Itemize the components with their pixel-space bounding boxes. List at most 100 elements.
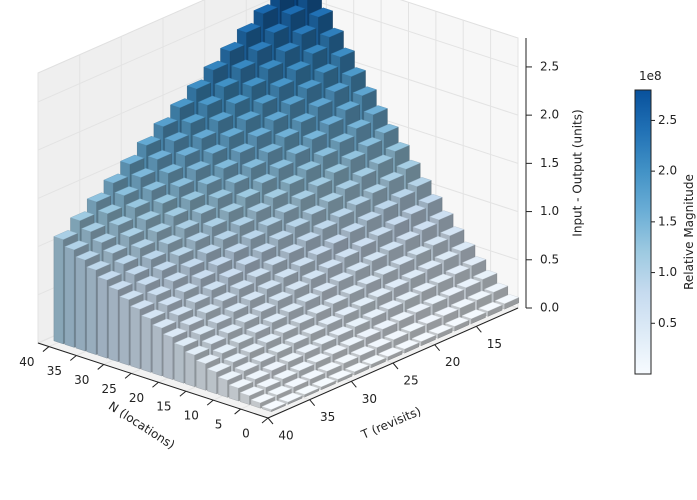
bar	[261, 400, 287, 413]
bar-face-front	[64, 246, 75, 348]
bar-face-top	[278, 392, 303, 403]
bar-face-top	[346, 195, 371, 206]
bar-face-top	[212, 291, 238, 302]
bar-face-top	[234, 361, 259, 372]
bar-face-top	[379, 241, 404, 251]
bar-face-top	[140, 309, 166, 320]
bar-face-top	[275, 42, 300, 53]
n-tick-label: 5	[215, 418, 223, 432]
bar-face-top	[206, 362, 232, 373]
bar-face-top	[373, 265, 398, 275]
bar-face-top	[269, 77, 295, 88]
n-tick-label: 35	[47, 364, 62, 378]
bar-face-top	[319, 115, 344, 126]
bar-face-top	[300, 369, 326, 380]
bar-face-top	[319, 27, 345, 38]
bar-face-top	[169, 246, 194, 257]
bar-face-top	[264, 23, 289, 34]
bar-face-top	[274, 128, 300, 138]
bar-face-top	[329, 271, 354, 282]
bar-face-top	[406, 245, 432, 256]
bar-face-top	[97, 204, 123, 214]
n-tick-mark	[97, 364, 105, 370]
bar-face-top	[108, 280, 133, 291]
bar-face-top	[289, 361, 315, 372]
bar-face-top	[256, 333, 282, 344]
bar-face-top	[213, 230, 238, 241]
bar-face-top	[185, 293, 210, 304]
bar-face-top	[278, 352, 304, 363]
bar-face-top	[64, 240, 89, 251]
bar-face-top	[197, 95, 223, 106]
bar-face-top	[483, 282, 509, 293]
bar-face-top	[190, 325, 216, 336]
colorbar-tick-label: 2.0	[658, 164, 677, 178]
bar-face-top	[273, 323, 298, 334]
bar-face-top	[333, 353, 359, 364]
bar-face-top	[152, 194, 178, 204]
bar-face-top	[201, 334, 227, 345]
bar-face-top	[247, 41, 273, 52]
bar-face-top	[125, 198, 150, 209]
bar-face-top	[291, 24, 317, 35]
bar-face-top	[152, 261, 177, 271]
bar-face-top	[239, 386, 265, 396]
bar-face-top	[328, 326, 354, 336]
bar-face-top	[494, 294, 520, 304]
bar-face-top	[322, 344, 348, 355]
bar-face-front	[130, 306, 141, 370]
bar-face-top	[379, 171, 405, 182]
bar-face-top	[113, 254, 139, 265]
bar-face-top	[202, 144, 228, 154]
bar-face-top	[295, 292, 321, 303]
bar-face-top	[108, 215, 134, 226]
bar-face-top	[191, 204, 217, 215]
bar-face-front	[185, 351, 195, 387]
bar-face-top	[257, 216, 283, 227]
bar-face-top	[367, 287, 393, 298]
bar-face-top	[186, 160, 211, 171]
bar-face-top	[153, 117, 178, 127]
bar-face-top	[136, 210, 161, 221]
bar-face-top	[201, 280, 227, 291]
bar-face-top	[290, 256, 316, 267]
bar-face-top	[252, 173, 277, 184]
bar-face-top	[306, 304, 332, 314]
colorbar-scale-label: 1e8	[639, 69, 662, 83]
bar-face-top	[241, 77, 267, 87]
bar-face-top	[203, 60, 228, 71]
bar-face-top	[346, 119, 372, 129]
bar-face-top	[296, 231, 321, 242]
bar-face-front	[196, 360, 206, 391]
bar-face-top	[246, 202, 272, 213]
n-tick-mark	[179, 390, 187, 397]
z-tick-label: 1.5	[540, 156, 559, 170]
bar	[278, 392, 303, 405]
bar-face-top	[197, 175, 222, 185]
z-tick-label: 1.0	[540, 204, 559, 218]
bar-face-top	[312, 219, 338, 230]
bar-face-top	[130, 238, 156, 249]
bar-face-top	[444, 316, 470, 327]
bar-face-top	[196, 244, 222, 254]
bar-face-top	[285, 217, 310, 228]
bar-face-top	[389, 255, 415, 266]
bar-face-top	[208, 189, 233, 199]
bar-face-top	[147, 222, 172, 233]
colorbar-tick-label: 1.0	[658, 265, 677, 279]
n-tick-mark	[152, 381, 159, 388]
bar-face-top	[423, 235, 448, 246]
bar-face-top	[395, 230, 421, 241]
bar-face-top	[267, 385, 292, 396]
bar-face-front	[53, 236, 64, 345]
colorbar: 0.5 1.0 1.5 2.0 2.5 1e8 Relative Magnitude	[634, 69, 696, 375]
bar-face-top	[229, 216, 255, 227]
bar-face-top	[174, 282, 199, 293]
bar-face-top	[390, 188, 416, 199]
bar-face-top	[401, 204, 427, 215]
bar-face-top	[394, 339, 420, 350]
bar-face-top	[86, 260, 111, 271]
bar-face-top	[245, 369, 270, 380]
bar-face-top	[318, 192, 344, 203]
bar-face-top	[214, 77, 239, 88]
